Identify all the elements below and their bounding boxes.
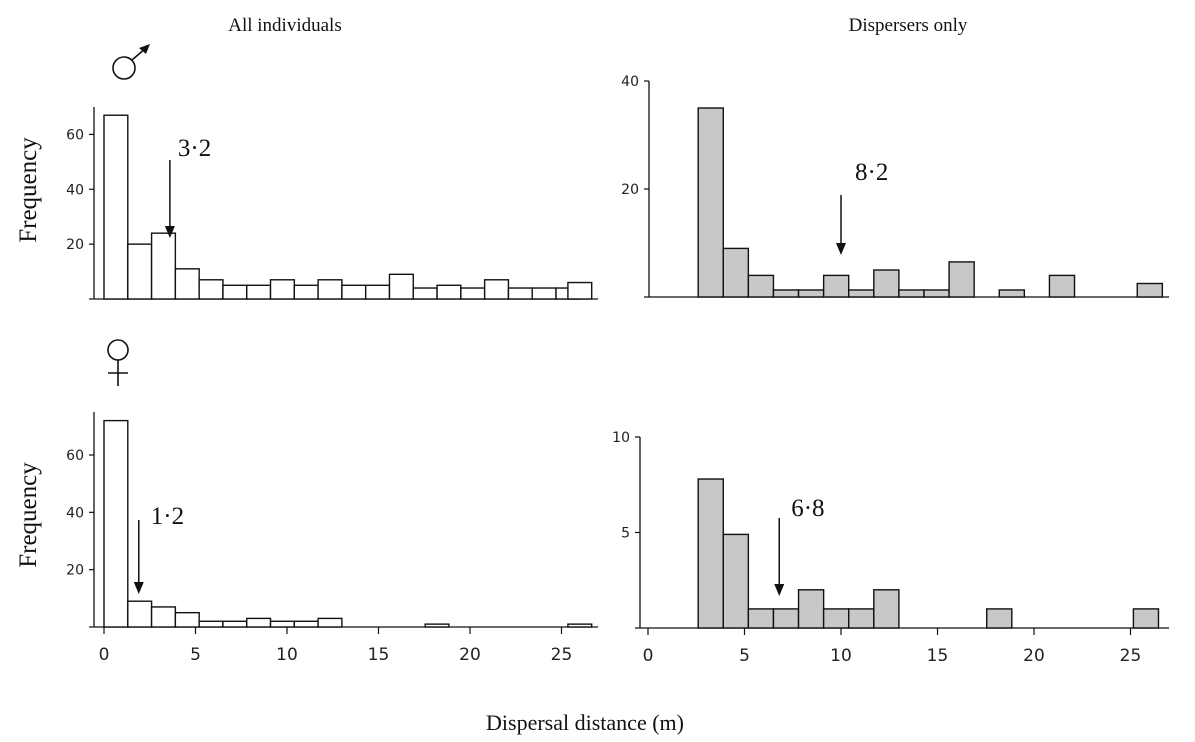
x-tick-label-female-dispersers-10: 10 <box>830 646 852 666</box>
mean-arrow-head-male-dispersers <box>836 243 846 255</box>
bar-female-all-1 <box>127 600 153 628</box>
panel-male-all: 20 40 60 3·2 <box>66 107 599 300</box>
x-tick-label-female-all-5: 5 <box>190 645 201 665</box>
bar-male-all-9 <box>317 279 343 300</box>
bar-male-dispersers-2 <box>747 274 775 298</box>
y-axis-label-female: Frequency <box>15 462 42 568</box>
bar-female-all-4 <box>198 620 224 628</box>
bar-female-dispersers-7 <box>873 589 900 629</box>
bar-male-all-0 <box>103 114 129 300</box>
x-tick-label-female-dispersers-5: 5 <box>739 646 750 666</box>
bar-female-all-5 <box>222 620 248 628</box>
bar-female-dispersers-9 <box>1132 608 1160 629</box>
y-tick-label-male-all-20: 20 <box>66 237 84 253</box>
mean-annotation-female-dispersers: 6·8 <box>791 495 824 522</box>
bar-male-dispersers-9 <box>923 289 950 298</box>
x-tick-label-female-all-25: 25 <box>551 645 573 665</box>
bar-male-dispersers-8 <box>898 289 925 298</box>
bar-male-all-11 <box>364 284 391 300</box>
panel-female-dispersers: 5 10 0 5 10 15 20 25 6·8 <box>612 430 1170 666</box>
bar-female-all-8 <box>293 620 319 628</box>
bar-male-all-15 <box>460 287 486 300</box>
bar-male-all-2 <box>150 232 177 300</box>
panel-male-dispersers: 20 40 8·2 <box>621 74 1170 298</box>
bar-female-all-11 <box>567 623 593 628</box>
x-tick-label-female-all-15: 15 <box>368 645 390 665</box>
x-tick-label-female-dispersers-20: 20 <box>1023 646 1045 666</box>
bar-male-all-16 <box>483 279 510 300</box>
x-axis-label: Dispersal distance (m) <box>486 710 684 735</box>
mean-annotation-male-all: 3·2 <box>178 135 211 162</box>
y-tick-label-male-all-40: 40 <box>66 182 84 198</box>
y-tick-label-male-dispersers-20: 20 <box>621 182 639 198</box>
header-dispersers-only: Dispersers only <box>849 15 968 36</box>
bar-male-dispersers-7 <box>873 269 900 298</box>
panel-female-all: 20 40 60 0 5 10 15 20 25 1·2 <box>66 412 599 665</box>
bar-male-all-13 <box>412 287 438 300</box>
y-tick-label-female-dispersers-5: 5 <box>621 526 630 542</box>
bar-male-all-4 <box>198 279 224 300</box>
bar-male-dispersers-4 <box>797 289 825 298</box>
bar-female-all-0 <box>103 419 129 628</box>
male-symbol-icon <box>112 44 150 80</box>
bar-female-dispersers-2 <box>747 608 775 629</box>
bar-female-all-2 <box>150 606 177 628</box>
bar-male-dispersers-3 <box>772 289 800 298</box>
bar-female-dispersers-0 <box>697 478 724 629</box>
bar-male-all-6 <box>246 284 272 300</box>
bar-female-dispersers-8 <box>986 608 1013 629</box>
bar-male-all-8 <box>293 284 319 300</box>
bar-male-all-3 <box>174 268 200 300</box>
mean-annotation-male-dispersers: 8·2 <box>855 159 888 186</box>
bar-male-dispersers-12 <box>1048 274 1076 298</box>
bar-male-all-12 <box>388 273 414 300</box>
bar-female-dispersers-6 <box>848 608 875 629</box>
bar-female-all-9 <box>317 617 343 628</box>
bar-female-all-7 <box>269 620 296 628</box>
bar-female-dispersers-3 <box>772 608 800 629</box>
bar-female-all-6 <box>246 617 272 628</box>
bar-female-dispersers-4 <box>797 589 825 629</box>
mean-arrow-head-male-all <box>164 226 175 238</box>
y-tick-label-female-dispersers-10: 10 <box>612 430 630 446</box>
bar-female-dispersers-5 <box>822 608 850 629</box>
y-tick-label-female-all-60: 60 <box>66 448 84 464</box>
bar-female-dispersers-1 <box>722 533 750 629</box>
mean-arrow-head-female-dispersers <box>774 584 785 596</box>
bar-male-all-20 <box>567 281 593 300</box>
x-tick-label-female-all-20: 20 <box>459 645 481 665</box>
bar-male-all-10 <box>341 284 367 300</box>
header-all-individuals: All individuals <box>228 15 341 36</box>
bar-male-dispersers-13 <box>1136 282 1164 298</box>
x-tick-label-female-all-10: 10 <box>276 645 298 665</box>
y-axis-label-male: Frequency <box>15 137 42 243</box>
y-tick-label-male-dispersers-40: 40 <box>621 74 639 90</box>
bar-male-all-17 <box>507 287 533 300</box>
mean-arrow-head-female-all <box>133 582 144 594</box>
x-tick-label-female-dispersers-25: 25 <box>1120 646 1142 666</box>
bar-male-all-1 <box>127 243 153 300</box>
y-tick-label-male-all-60: 60 <box>66 127 84 143</box>
bar-male-dispersers-6 <box>848 289 875 298</box>
bar-male-dispersers-10 <box>948 261 975 298</box>
bar-female-all-10 <box>424 623 450 628</box>
mean-annotation-female-all: 1·2 <box>151 503 184 530</box>
bar-male-all-18 <box>531 287 557 300</box>
bar-male-all-14 <box>436 284 462 300</box>
female-symbol-icon <box>107 339 129 386</box>
bar-male-dispersers-11 <box>998 289 1026 298</box>
x-tick-label-female-dispersers-15: 15 <box>927 646 949 666</box>
y-tick-label-female-all-20: 20 <box>66 563 84 579</box>
bar-male-all-7 <box>269 279 296 300</box>
x-tick-label-female-all-0: 0 <box>99 645 110 665</box>
bar-male-dispersers-0 <box>697 107 724 298</box>
x-tick-label-female-dispersers-0: 0 <box>643 646 654 666</box>
y-tick-label-female-all-40: 40 <box>66 505 84 521</box>
bar-male-dispersers-5 <box>822 274 850 298</box>
bar-female-all-3 <box>174 611 200 628</box>
bar-male-all-5 <box>222 284 248 300</box>
bar-male-dispersers-1 <box>722 247 750 298</box>
